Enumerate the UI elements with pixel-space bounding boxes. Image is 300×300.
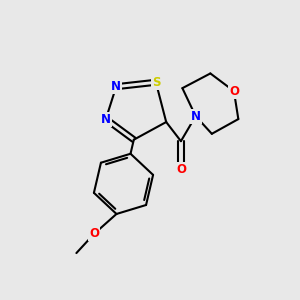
Text: O: O xyxy=(89,227,99,240)
Text: S: S xyxy=(152,76,160,89)
Text: O: O xyxy=(176,163,186,176)
Text: O: O xyxy=(229,85,239,98)
Text: N: N xyxy=(101,112,111,126)
Text: N: N xyxy=(190,110,201,123)
Text: N: N xyxy=(111,80,121,93)
